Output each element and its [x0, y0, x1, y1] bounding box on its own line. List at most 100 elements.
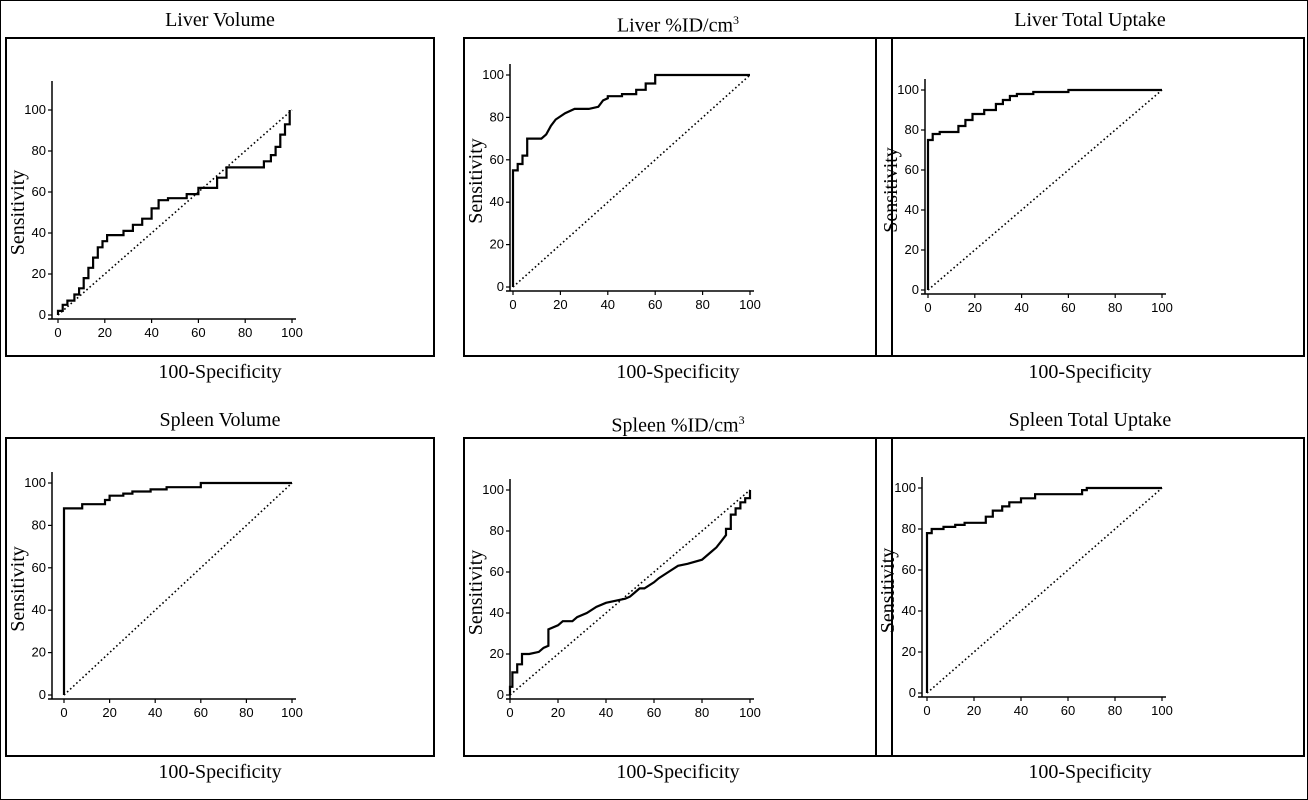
- y-tick-label: 60: [902, 562, 916, 577]
- x-tick-label: 100: [739, 297, 761, 312]
- y-tick-label: 100: [24, 475, 46, 490]
- diagonal-reference-line: [509, 489, 751, 696]
- y-tick-label: 40: [490, 605, 504, 620]
- panel-liver-total-uptake: Liver Total Uptake 0 20 40 60 80 100 0 20 40 60 80…: [875, 7, 1305, 397]
- diagonal-reference-line: [926, 487, 1163, 694]
- x-tick-label: 40: [144, 325, 158, 340]
- x-tick-label: 80: [239, 705, 253, 720]
- y-tick-label: 0: [497, 279, 504, 294]
- x-tick-label: 0: [54, 325, 61, 340]
- roc-curve: [62, 481, 292, 695]
- x-tick-label: 60: [1061, 703, 1075, 718]
- roc-curve: [511, 73, 750, 287]
- y-tick-label: 0: [909, 685, 916, 700]
- y-tick-label: 100: [482, 482, 504, 497]
- panel-title: Spleen Total Uptake: [1008, 409, 1172, 431]
- panel-frame: 0 20 40 60 80 100 0 20 40 60 80 100 Sensitivity: [5, 37, 435, 357]
- y-tick-label: 20: [490, 237, 504, 252]
- x-tick-label: 60: [194, 705, 208, 720]
- x-tick-label: 60: [647, 705, 661, 720]
- y-tick-label: 80: [490, 109, 504, 124]
- y-axis-label: Sensitivity: [7, 546, 29, 632]
- x-tick-label: 80: [238, 325, 252, 340]
- panel-frame: 0 20 40 60 80 100 0 20 40 60 80 100 Sensitivity: [5, 437, 435, 757]
- roc-plot: 0 20 40 60 80 100 0 20 40 60 80 100 Sensitivity: [7, 81, 303, 340]
- x-tick-label: 0: [924, 300, 931, 315]
- y-tick-label: 60: [905, 162, 919, 177]
- x-tick-label: 60: [191, 325, 205, 340]
- y-tick-label: 40: [490, 194, 504, 209]
- x-tick-label: 40: [1014, 703, 1028, 718]
- y-tick-label: 20: [905, 242, 919, 257]
- y-tick-label: 60: [490, 564, 504, 579]
- x-tick-label: 100: [281, 705, 303, 720]
- roc-plot: 0 20 40 60 80 100 0 20 40 60 80 100 Sensitivity: [465, 479, 761, 720]
- y-tick-label: 100: [894, 480, 916, 495]
- x-tick-label: 60: [648, 297, 662, 312]
- diagonal-reference-line: [63, 482, 293, 696]
- x-axis-label: 100-Specificity: [158, 361, 282, 383]
- panel-frame: 0 20 40 60 80 100 0 20 40 60 80 100 Sensitivity: [875, 37, 1305, 357]
- x-axis-label: 100-Specificity: [1028, 761, 1152, 783]
- x-axis-label: 100-Specificity: [1028, 361, 1152, 383]
- panel-spleen-idcm3: Spleen %ID/cm3 0 20 40 60 80 100 0 20 40 60 80 100 S…: [463, 407, 893, 797]
- x-axis-label: 100-Specificity: [158, 761, 282, 783]
- y-tick-label: 20: [32, 266, 46, 281]
- diagonal-reference-line: [57, 109, 293, 316]
- y-axis-label: Sensitivity: [880, 147, 902, 233]
- roc-plot: 0 20 40 60 80 100 0 20 40 60 80 100 Sensitivity: [7, 472, 303, 720]
- y-tick-label: 80: [902, 521, 916, 536]
- y-tick-label: 80: [905, 122, 919, 137]
- y-tick-label: 20: [32, 645, 46, 660]
- x-tick-label: 100: [1151, 300, 1173, 315]
- roc-curve: [508, 490, 752, 695]
- diagonal-reference-line: [927, 89, 1163, 291]
- plot-area: 0 20 40 60 80 100 0 20 40 60 80 100 Sensitivity: [465, 64, 761, 312]
- x-tick-label: 0: [509, 297, 516, 312]
- y-axis-label: Sensitivity: [465, 550, 487, 636]
- y-tick-label: 100: [24, 102, 46, 117]
- panel-spleen-volume: Spleen Volume 0 20 40 60 80 100 0 20 40 60 80 100 Se…: [5, 407, 435, 797]
- y-tick-label: 0: [39, 687, 46, 702]
- y-tick-label: 0: [912, 282, 919, 297]
- x-tick-label: 40: [1014, 300, 1028, 315]
- x-tick-label: 80: [1108, 703, 1122, 718]
- x-tick-label: 80: [1108, 300, 1122, 315]
- roc-curve: [926, 88, 1162, 290]
- x-tick-label: 20: [967, 703, 981, 718]
- panel-title: Spleen %ID/cm3: [611, 413, 745, 437]
- x-tick-label: 40: [601, 297, 615, 312]
- roc-plot: 0 20 40 60 80 100 0 20 40 60 80 100 Sensitivity: [880, 79, 1173, 315]
- diagonal-reference-line: [512, 74, 751, 288]
- x-tick-label: 0: [923, 703, 930, 718]
- plot-area: 0 20 40 60 80 100 0 20 40 60 80 100 Sensitivity: [7, 81, 303, 340]
- panel-frame: 0 20 40 60 80 100 0 20 40 60 80 100 Sensitivity: [875, 437, 1305, 757]
- panel-title: Liver %ID/cm3: [616, 13, 740, 37]
- y-tick-label: 100: [897, 82, 919, 97]
- panel-spleen-total-uptake: Spleen Total Uptake 0 20 40 60 80 100 0 20 40 60 8…: [875, 407, 1305, 797]
- x-tick-label: 20: [102, 705, 116, 720]
- y-tick-label: 40: [32, 602, 46, 617]
- panel-title: Liver Volume: [165, 9, 275, 31]
- y-tick-label: 100: [482, 67, 504, 82]
- x-tick-label: 0: [506, 705, 513, 720]
- x-tick-label: 60: [1061, 300, 1075, 315]
- y-axis-label: Sensitivity: [465, 138, 487, 224]
- y-tick-label: 60: [32, 184, 46, 199]
- y-tick-label: 80: [32, 143, 46, 158]
- x-tick-label: 20: [968, 300, 982, 315]
- x-tick-label: 20: [553, 297, 567, 312]
- x-tick-label: 0: [60, 705, 67, 720]
- plot-area: 0 20 40 60 80 100 0 20 40 60 80 100 Sensitivity: [465, 479, 761, 720]
- roc-plot: 0 20 40 60 80 100 0 20 40 60 80 100 Sensitivity: [877, 477, 1173, 718]
- roc-curve: [56, 110, 291, 315]
- panel-liver-volume: Liver Volume 0 20 40 60 80 100 0 20 40 60 80 100 Sen…: [5, 7, 435, 397]
- y-tick-label: 40: [32, 225, 46, 240]
- y-tick-label: 80: [490, 523, 504, 538]
- panel-liver-idcm3: Liver %ID/cm3 0 20 40 60 80 100 0 20 40 60 80 100 Se…: [463, 7, 893, 397]
- x-tick-label: 100: [1151, 703, 1173, 718]
- roc-curve: [925, 486, 1162, 693]
- panel-frame: 0 20 40 60 80 100 0 20 40 60 80 100 Sensitivity: [463, 437, 893, 757]
- x-tick-label: 80: [695, 297, 709, 312]
